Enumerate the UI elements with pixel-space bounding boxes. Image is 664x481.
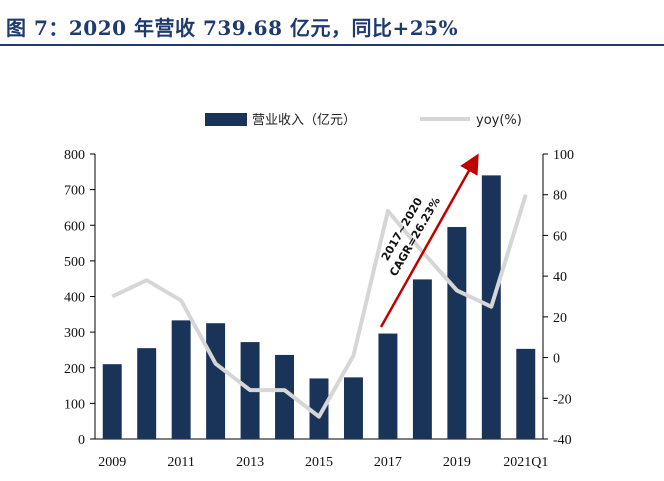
right-tick-label: -40 (553, 433, 572, 448)
x-tick-label: 2015 (305, 455, 333, 470)
right-tick-label: -20 (553, 392, 572, 407)
x-tick-label: 2009 (98, 455, 126, 470)
right-tick-label: 80 (553, 189, 567, 204)
left-tick-label: 800 (64, 148, 85, 163)
revenue-bar (275, 354, 295, 439)
x-tick-label: 2017 (374, 455, 402, 470)
revenue-bar (447, 227, 467, 439)
left-tick-label: 0 (78, 433, 85, 448)
revenue-bar (412, 279, 432, 439)
legend-bar-swatch (205, 113, 247, 126)
left-tick-label: 100 (64, 397, 85, 412)
revenue-bar (137, 348, 157, 439)
right-tick-label: 40 (553, 270, 567, 285)
revenue-bar (102, 364, 122, 439)
yoy-line (111, 194, 528, 419)
x-tick-label: 2019 (443, 455, 471, 470)
x-tick-label: 2013 (236, 455, 264, 470)
left-tick-label: 400 (64, 291, 85, 306)
yoy-line-series (111, 194, 528, 419)
left-tick-label: 200 (64, 362, 85, 377)
x-tick-label: 2011 (167, 455, 194, 470)
revenue-bar (343, 377, 363, 439)
bar-series (102, 175, 536, 439)
title-underline (0, 44, 664, 46)
left-tick-label: 700 (64, 184, 85, 199)
revenue-bar (206, 323, 226, 439)
right-tick-label: 0 (553, 352, 560, 367)
legend-line-label: yoy(%) (476, 113, 522, 128)
left-tick-label: 300 (64, 326, 85, 341)
revenue-bar (516, 348, 536, 439)
left-tick-label: 600 (64, 219, 85, 234)
left-axis-ticks: 0 100 200 300 400 500 600 700 800 (64, 148, 95, 448)
cagr-arrow (379, 153, 479, 328)
revenue-bar (309, 378, 329, 439)
right-tick-label: 60 (553, 229, 567, 244)
revenue-bar (171, 320, 191, 439)
right-tick-label: 20 (553, 311, 567, 326)
right-tick-label: 100 (553, 148, 574, 163)
x-tick-label: 2021Q1 (503, 455, 548, 470)
x-axis-ticks: 2009 2011 2013 2015 2017 2019 2021Q1 (98, 455, 548, 470)
legend-bar-label: 营业收入（亿元） (252, 113, 356, 128)
right-axis-ticks: -40 -20 0 20 40 60 80 100 (543, 148, 574, 448)
legend: 营业收入（亿元） yoy(%) (205, 113, 522, 128)
left-tick-label: 500 (64, 255, 85, 270)
chart-title: 图 7：2020 年营收 739.68 亿元，同比+25% (6, 16, 459, 40)
revenue-bar (378, 333, 398, 439)
